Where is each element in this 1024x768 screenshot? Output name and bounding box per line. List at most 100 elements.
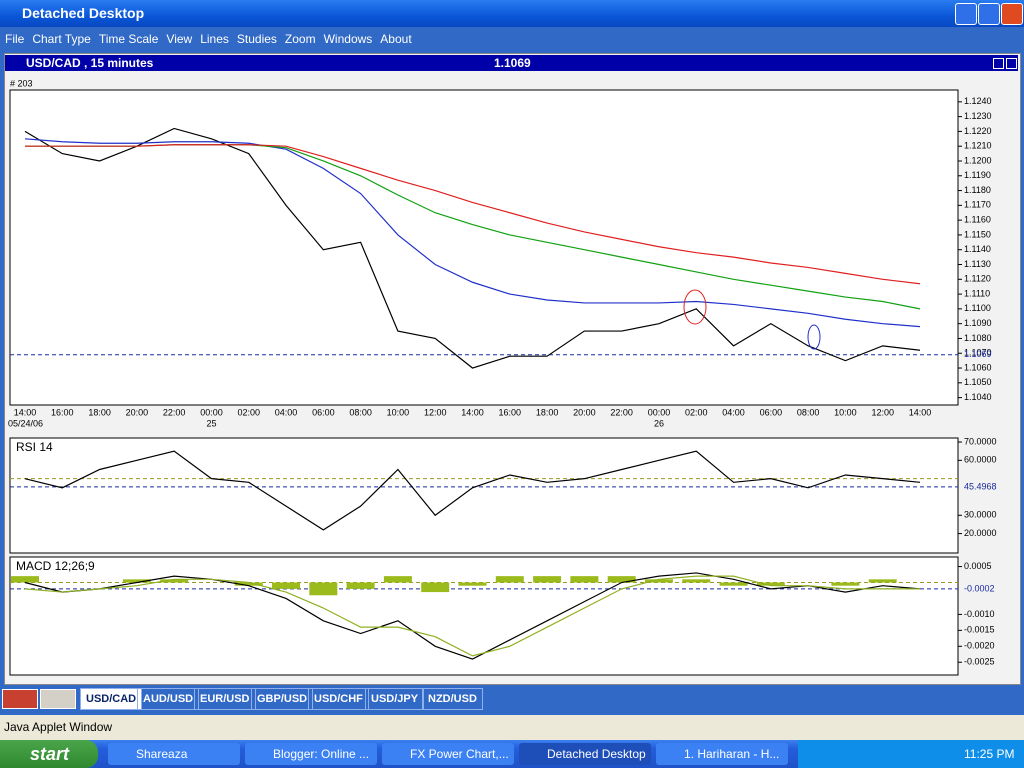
y-tick-label: 1.1060: [964, 362, 992, 372]
currency-tab[interactable]: NZD/USD: [422, 688, 483, 710]
menu-item[interactable]: Chart Type: [32, 32, 91, 46]
y-tick-label: 1.1180: [964, 185, 991, 195]
date-label: 26: [654, 418, 664, 428]
minimize-button[interactable]: [955, 3, 977, 25]
menu-bar: File Chart Type Time Scale View Lines Studies…: [0, 28, 1024, 50]
x-tick-label: 08:00: [349, 407, 372, 417]
histogram-bar: [607, 576, 636, 583]
maximize-button[interactable]: [978, 3, 1000, 25]
currency-tab[interactable]: GBP/USD: [251, 688, 314, 710]
currency-tab[interactable]: EUR/USD: [194, 688, 256, 710]
start-button[interactable]: start: [0, 740, 98, 768]
y-tick-label: 1.1120: [964, 274, 991, 284]
menu-item[interactable]: Windows: [323, 32, 373, 46]
annotation-circle: [683, 289, 707, 325]
y-tick-label: 1.1170: [964, 200, 991, 210]
x-tick-label: 02:00: [237, 407, 260, 417]
series-line: [25, 144, 921, 285]
histogram-bar: [458, 582, 487, 586]
histogram-bar: [383, 576, 412, 583]
taskbar-item[interactable]: Shareaza: [108, 743, 240, 765]
pane: [9, 89, 959, 406]
currency-tab[interactable]: USD/JPY: [365, 688, 425, 710]
currency-tab[interactable]: USD/CHF: [308, 688, 369, 710]
histogram-bar: [309, 582, 338, 596]
pane-label: MACD 12;26;9: [16, 559, 95, 573]
menu-item[interactable]: Time Scale: [98, 32, 159, 46]
x-tick-label: 18:00: [88, 407, 111, 417]
menu-item[interactable]: File: [5, 32, 25, 46]
taskbar: start 11:25 PM Shareaza Blogger: Online .…: [0, 740, 1024, 768]
charts: # 203 1.1040 1.1050 1.1060 1.1070 1.1080 1.109…: [8, 78, 997, 676]
pane-label: # 203: [10, 78, 33, 88]
x-tick-label: 18:00: [536, 407, 559, 417]
y-tick-label: 1.1190: [964, 170, 991, 180]
taskbar-item[interactable]: FX Power Chart,...: [382, 743, 514, 765]
histogram-bar: [644, 579, 673, 583]
menu-item[interactable]: About: [380, 32, 412, 46]
series-line: [24, 450, 921, 531]
histogram-bar: [122, 579, 151, 583]
y-tick-label: 1.1070: [964, 348, 992, 358]
histogram-bar: [11, 576, 39, 583]
menu-item[interactable]: Zoom: [284, 32, 316, 46]
x-tick-label: 20:00: [126, 407, 149, 417]
currency-tab[interactable]: USD/CAD: [80, 688, 143, 710]
y-tick-label: 1.1130: [964, 259, 991, 269]
pane-label: RSI 14: [16, 440, 53, 454]
taskbar-item[interactable]: Blogger: Online ...: [245, 743, 377, 765]
x-tick-label: 00:00: [200, 407, 223, 417]
y-tick-label: 1.1210: [964, 141, 992, 151]
histogram-bar: [682, 579, 711, 583]
x-tick-label: 06:00: [312, 407, 335, 417]
tab-button[interactable]: [2, 689, 38, 709]
x-tick-label: 14:00: [461, 407, 484, 417]
x-tick-label: 10:00: [834, 407, 857, 417]
restore-icon[interactable]: [993, 58, 1004, 69]
x-tick-label: 00:00: [648, 407, 671, 417]
histogram-bar: [495, 576, 524, 583]
system-tray: 11:25 PM: [798, 740, 1024, 768]
annotation-circle: [807, 324, 821, 350]
histogram-bar: [272, 582, 301, 589]
x-tick-label: 10:00: [387, 407, 410, 417]
x-tick-label: 16:00: [51, 407, 74, 417]
menu-item[interactable]: Studies: [236, 32, 277, 46]
y-tick-label: 1.1090: [964, 318, 992, 328]
y-tick-label: 1.1050: [964, 377, 992, 387]
y-tick-label: 60.0000: [964, 455, 997, 465]
y-tick-label: 20.0000: [964, 528, 997, 538]
x-tick-label: 20:00: [573, 407, 596, 417]
tab-bar: USD/CAD AUD/USD EUR/USD GBP/USD USD/CHF USD/J…: [0, 686, 1024, 712]
close-button[interactable]: [1001, 3, 1023, 25]
pane: [9, 437, 959, 554]
menu-item[interactable]: View: [166, 32, 193, 46]
x-tick-label: 04:00: [275, 407, 298, 417]
pane: [9, 556, 959, 676]
currency-tab[interactable]: AUD/USD: [137, 688, 200, 710]
x-tick-label: 22:00: [610, 407, 633, 417]
histogram-bar: [421, 582, 450, 593]
histogram-bar: [831, 582, 860, 586]
y-tick-label: 1.1220: [964, 126, 992, 136]
taskbar-item[interactable]: 1. Hariharan - H...: [656, 743, 788, 765]
x-tick-label: 06:00: [760, 407, 783, 417]
histogram-bar: [570, 576, 599, 583]
x-tick-label: 14:00: [14, 407, 37, 417]
taskbar-item[interactable]: Detached Desktop: [519, 743, 651, 765]
chart-header: USD/CAD , 15 minutes 1.1069: [5, 55, 1018, 71]
y-tick-label: 70.0000: [964, 436, 997, 446]
menu-item[interactable]: Lines: [200, 32, 229, 46]
chart-window-title: USD/CAD , 15 minutes: [26, 56, 154, 70]
y-tick-label: 1.1140: [964, 244, 991, 254]
x-tick-label: 12:00: [871, 407, 894, 417]
histogram-bar: [533, 576, 562, 583]
y-tick-label: 1.1150: [964, 229, 991, 239]
series-line: [24, 138, 921, 328]
current-value-label: -0.0002: [964, 583, 995, 593]
y-tick-label: 0.0005: [964, 561, 992, 571]
y-tick-label: -0.0010: [964, 609, 995, 619]
series-line: [24, 127, 921, 369]
close-icon[interactable]: [1006, 58, 1017, 69]
tab-button[interactable]: [40, 689, 76, 709]
